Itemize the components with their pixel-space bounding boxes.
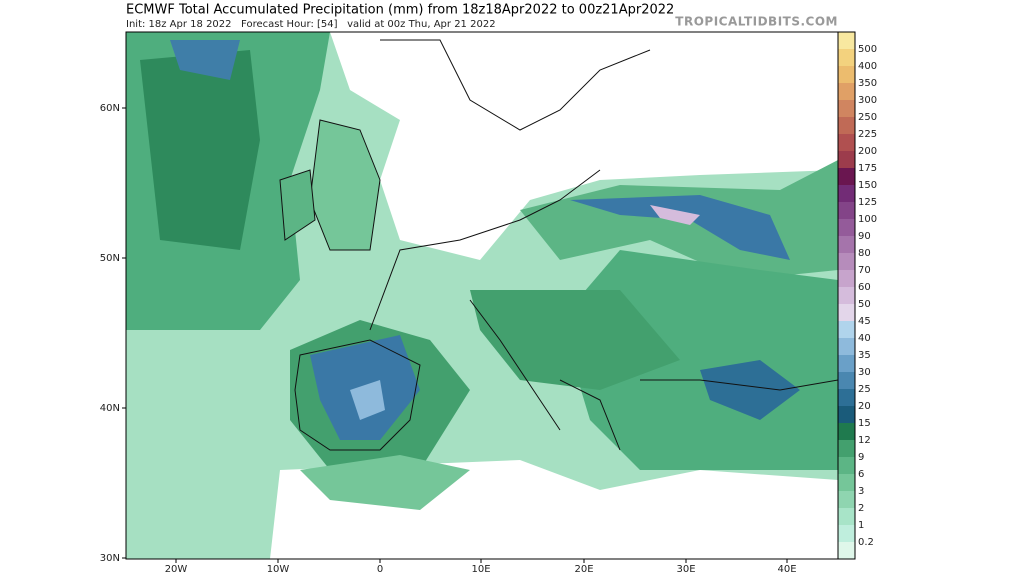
colorbar-swatch bbox=[838, 457, 855, 475]
colorbar-label: 6 bbox=[858, 469, 864, 480]
colorbar-frame bbox=[837, 31, 856, 560]
colorbar-swatch bbox=[838, 168, 855, 186]
colorbar-swatch bbox=[838, 304, 855, 322]
colorbar-label: 45 bbox=[858, 316, 871, 327]
colorbar-label: 80 bbox=[858, 248, 871, 259]
colorbar-label: 250 bbox=[858, 112, 877, 123]
colorbar-swatch bbox=[838, 117, 855, 135]
lon-label: 30E bbox=[676, 564, 695, 575]
colorbar-swatch bbox=[838, 525, 855, 543]
colorbar-swatch bbox=[838, 338, 855, 356]
colorbar-swatch bbox=[838, 270, 855, 288]
colorbar-swatch bbox=[838, 236, 855, 254]
watermark: TROPICALTIDBITS.COM bbox=[675, 15, 838, 29]
colorbar-label: 400 bbox=[858, 61, 877, 72]
subtitle: Init: 18z Apr 18 2022 Forecast Hour: [54… bbox=[126, 19, 496, 30]
colorbar-swatch bbox=[838, 474, 855, 492]
colorbar-swatch bbox=[838, 66, 855, 84]
colorbar-swatch bbox=[838, 542, 855, 560]
colorbar-swatch bbox=[838, 202, 855, 220]
colorbar-label: 2 bbox=[858, 503, 864, 514]
colorbar-swatch bbox=[838, 49, 855, 67]
colorbar-swatch bbox=[838, 32, 855, 50]
lon-label: 40E bbox=[777, 564, 796, 575]
lon-label: 20E bbox=[574, 564, 593, 575]
colorbar-label: 60 bbox=[858, 282, 871, 293]
lat-label: 40N bbox=[100, 403, 120, 414]
colorbar-swatch bbox=[838, 406, 855, 424]
axes: 60N 50N 40N 30N 20W 10W 0 10E 20E 30E 40E bbox=[100, 103, 797, 575]
colorbar-swatch bbox=[838, 423, 855, 441]
colorbar-swatch bbox=[838, 389, 855, 407]
colorbar-label: 25 bbox=[858, 384, 871, 395]
colorbar-swatch bbox=[838, 219, 855, 237]
colorbar-label: 200 bbox=[858, 146, 877, 157]
title: ECMWF Total Accumulated Precipitation (m… bbox=[126, 3, 674, 18]
colorbar-label: 90 bbox=[858, 231, 871, 242]
colorbar-swatch bbox=[838, 372, 855, 390]
colorbar-swatch bbox=[838, 253, 855, 271]
map bbox=[126, 32, 838, 559]
colorbar-label: 35 bbox=[858, 350, 871, 361]
colorbar-label: 500 bbox=[858, 44, 877, 55]
colorbar-label: 125 bbox=[858, 197, 877, 208]
lat-label: 30N bbox=[100, 553, 120, 564]
colorbar-label: 0.2 bbox=[858, 537, 874, 548]
colorbar-label: 12 bbox=[858, 435, 871, 446]
colorbar-swatch bbox=[838, 100, 855, 118]
colorbar-label: 1 bbox=[858, 520, 864, 531]
lon-label: 10E bbox=[471, 564, 490, 575]
colorbar-swatch bbox=[838, 185, 855, 203]
colorbar-swatch bbox=[838, 134, 855, 152]
colorbar-swatch bbox=[838, 440, 855, 458]
colorbar-label: 20 bbox=[858, 401, 871, 412]
colorbar-swatch bbox=[838, 491, 855, 509]
colorbar-label: 40 bbox=[858, 333, 871, 344]
colorbar-label: 350 bbox=[858, 78, 877, 89]
colorbar-swatch bbox=[838, 287, 855, 305]
colorbar-swatch bbox=[838, 355, 855, 373]
colorbar-swatch bbox=[838, 83, 855, 101]
colorbar-label: 3 bbox=[858, 486, 864, 497]
colorbar-label: 50 bbox=[858, 299, 871, 310]
lon-label: 0 bbox=[377, 564, 383, 575]
colorbar-label: 15 bbox=[858, 418, 871, 429]
lat-label: 60N bbox=[100, 103, 120, 114]
lat-label: 50N bbox=[100, 253, 120, 264]
colorbar-swatch bbox=[838, 508, 855, 526]
colorbar-label: 300 bbox=[858, 95, 877, 106]
colorbar-swatch bbox=[838, 321, 855, 339]
lon-label: 20W bbox=[165, 564, 188, 575]
colorbar-label: 150 bbox=[858, 180, 877, 191]
colorbar-label: 30 bbox=[858, 367, 871, 378]
colorbar-label: 100 bbox=[858, 214, 877, 225]
colorbar-label: 70 bbox=[858, 265, 871, 276]
colorbar: 5004003503002502252001751501251009080706… bbox=[837, 31, 877, 560]
colorbar-label: 9 bbox=[858, 452, 864, 463]
colorbar-label: 225 bbox=[858, 129, 877, 140]
lon-label: 10W bbox=[267, 564, 290, 575]
colorbar-swatch bbox=[838, 151, 855, 169]
colorbar-label: 175 bbox=[858, 163, 877, 174]
